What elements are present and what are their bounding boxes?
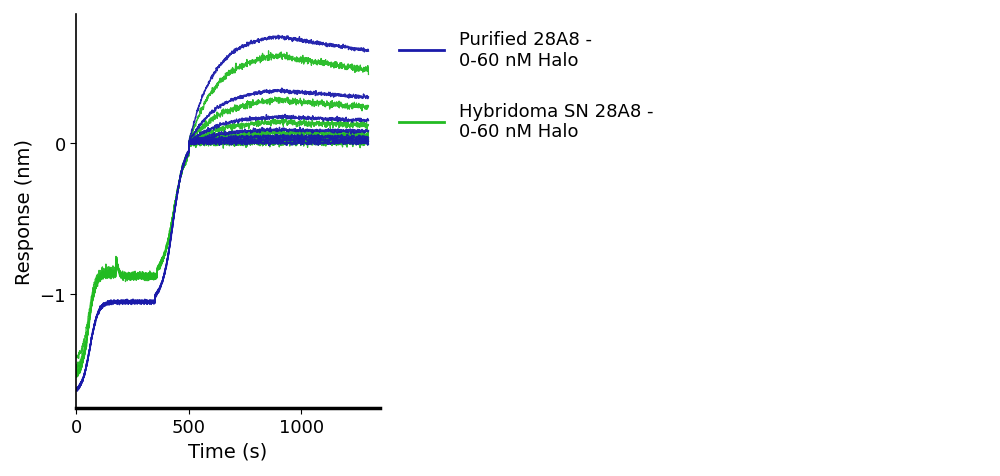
Y-axis label: Response (nm): Response (nm) <box>15 139 34 285</box>
Legend: Purified 28A8 -
0-60 nM Halo, Hybridoma SN 28A8 -
0-60 nM Halo: Purified 28A8 - 0-60 nM Halo, Hybridoma … <box>392 24 660 148</box>
X-axis label: Time (s): Time (s) <box>188 442 268 461</box>
